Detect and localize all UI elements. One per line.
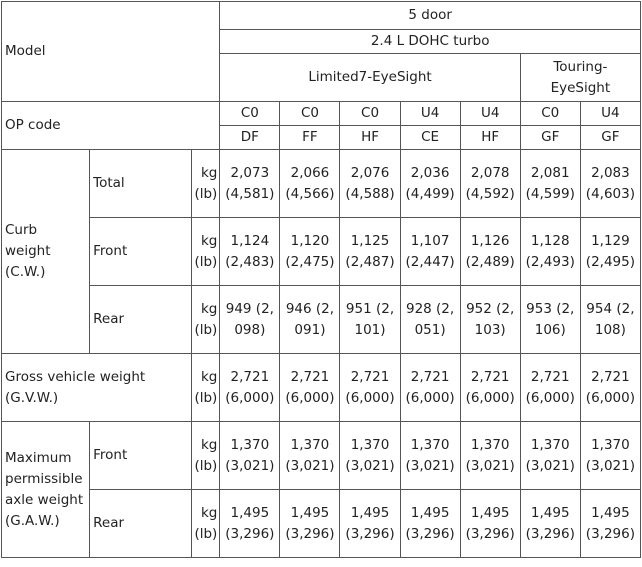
op-code: HF (459, 125, 521, 150)
table-row: Model 5 door (0, 1, 641, 102)
value: 2,721 (6,000) (339, 353, 401, 422)
value: 1,370 (3,021) (399, 421, 461, 490)
table-row: Maximum permissible axle weight (G.A.W.)… (0, 421, 642, 558)
table-row: 2.4 L DOHC turbo (2, 29, 641, 54)
op-code: C0 (339, 101, 401, 126)
unit: kg (lb) (191, 285, 221, 354)
value: 2,721 (6,000) (579, 353, 642, 422)
table-row: Curb weight (C.W.) Total kg (lb) 2,073 (4,5… (0, 149, 642, 354)
value: 1,129 (2,495) (579, 217, 642, 286)
section-label: Gross vehicle weight (G.V.W.) (0, 353, 193, 422)
op-code: DF (219, 125, 281, 150)
value: 1,126 (2,489) (459, 217, 521, 286)
value: 2,721 (6,000) (279, 353, 341, 422)
grade: Limited7-EyeSight (219, 53, 521, 102)
body-type: 5 door (219, 1, 641, 30)
op-code: FF (279, 125, 341, 150)
engine: 2.4 L DOHC turbo (219, 29, 641, 54)
value: 952 (2,103) (459, 285, 521, 354)
row-label: Rear (89, 285, 193, 354)
value: 1,107 (2,447) (399, 217, 461, 286)
table-row: Gross vehicle weight (G.V.W.) kg (lb) 2,72… (0, 353, 642, 422)
unit: kg (lb) (191, 353, 221, 422)
value: 946 (2,091) (279, 285, 341, 354)
value: 1,495 (3,296) (279, 489, 341, 558)
op-code: GF (519, 125, 581, 150)
op-code: GF (579, 125, 642, 150)
op-code: C0 (279, 101, 341, 126)
value: 1,370 (3,021) (579, 421, 642, 490)
unit: kg (lb) (191, 149, 221, 218)
section-label: Maximum permissible axle weight (G.A.W.) (0, 421, 91, 558)
value: 1,125 (2,487) (339, 217, 401, 286)
value: 2,078 (4,592) (459, 149, 521, 218)
value: 1,495 (3,296) (399, 489, 461, 558)
value: 1,495 (3,296) (339, 489, 401, 558)
value: 2,721 (6,000) (459, 353, 521, 422)
value: 1,495 (3,296) (579, 489, 642, 558)
value: 928 (2,051) (399, 285, 461, 354)
op-code: C0 (219, 101, 281, 126)
op-code: CE (399, 125, 461, 150)
value: 1,495 (3,296) (519, 489, 581, 558)
row-label: Rear (89, 489, 193, 558)
value: 953 (2,106) (519, 285, 581, 354)
unit: kg (lb) (191, 489, 221, 558)
table-row: Limited7-EyeSight Touring-EyeSight (2, 53, 642, 102)
op-code-label: OP code (0, 101, 221, 150)
table-row: Rear kg (lb) 949 (2,098) 946 (2,091) 951 (2,… (2, 285, 642, 354)
op-code: HF (339, 125, 401, 150)
op-code: U4 (459, 101, 521, 126)
unit: kg (lb) (191, 217, 221, 286)
op-code: U4 (579, 101, 642, 126)
value: 1,370 (3,021) (519, 421, 581, 490)
grade: Touring-EyeSight (519, 53, 642, 102)
value: 2,076 (4,588) (339, 149, 401, 218)
row-label: Front (89, 217, 193, 286)
value: 1,495 (3,296) (459, 489, 521, 558)
unit: kg (lb) (191, 421, 221, 490)
value: 1,120 (2,475) (279, 217, 341, 286)
value: 2,066 (4,566) (279, 149, 341, 218)
value: 1,495 (3,296) (219, 489, 281, 558)
section-label: Curb weight (C.W.) (0, 149, 91, 354)
value: 1,370 (3,021) (279, 421, 341, 490)
value: 954 (2,108) (579, 285, 642, 354)
value: 2,721 (6,000) (519, 353, 581, 422)
table-row: Rear kg (lb) 1,495 (3,296) 1,495 (3,296) 1,4… (2, 489, 642, 558)
op-code: C0 (519, 101, 581, 126)
value: 1,370 (3,021) (219, 421, 281, 490)
value: 2,073 (4,581) (219, 149, 281, 218)
value: 1,124 (2,483) (219, 217, 281, 286)
value: 1,370 (3,021) (459, 421, 521, 490)
table-row: DF FF HF CE HF GF GF (2, 125, 642, 150)
value: 2,721 (6,000) (219, 353, 281, 422)
value: 2,721 (6,000) (399, 353, 461, 422)
value: 2,036 (4,499) (399, 149, 461, 218)
table-row: Front kg (lb) 1,124 (2,483) 1,120 (2,475) 1,… (2, 217, 642, 286)
row-label: Total (89, 149, 193, 218)
value: 951 (2,101) (339, 285, 401, 354)
value: 2,083 (4,603) (579, 149, 642, 218)
value: 949 (2,098) (219, 285, 281, 354)
value: 2,081 (4,599) (519, 149, 581, 218)
model-label: Model (0, 1, 221, 102)
op-code: U4 (399, 101, 461, 126)
value: 1,128 (2,493) (519, 217, 581, 286)
table-row: OP code C0 C0 C0 U4 U4 C0 U4 (0, 101, 642, 150)
value: 1,370 (3,021) (339, 421, 401, 490)
row-label: Front (89, 421, 193, 490)
